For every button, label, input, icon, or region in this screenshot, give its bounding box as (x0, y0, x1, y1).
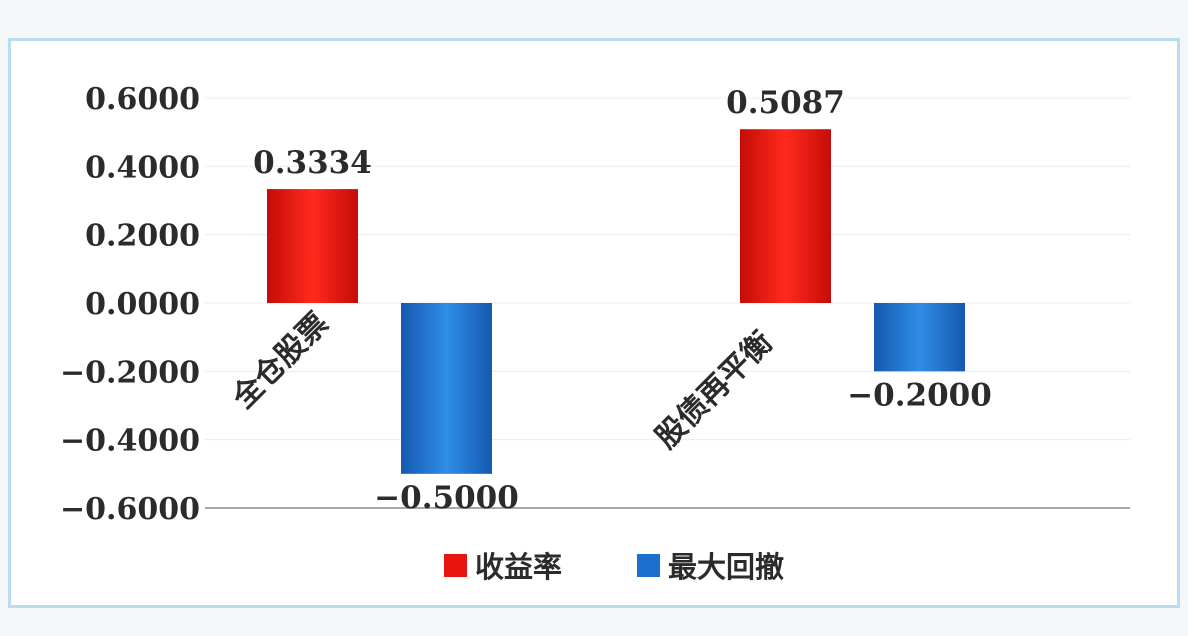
data-label: 0.5087 (726, 85, 845, 121)
y-tick-label: 0.6000 (85, 82, 200, 117)
category-label: 股债再平衡 (649, 325, 780, 456)
data-labels: 0.3334 0.5087 −0.5000 −0.2000 (253, 85, 992, 516)
legend-label: 最大回撤 (668, 550, 784, 584)
y-axis: 0.6000 0.4000 0.2000 0.0000 −0.2000 −0.4000 −0… (60, 82, 200, 527)
legend-label: 收益率 (475, 550, 562, 584)
y-tick-label: −0.6000 (60, 492, 200, 527)
category-labels: 全仓股票 股债再平衡 (225, 306, 780, 456)
y-tick-label: 0.4000 (85, 150, 200, 185)
chart-frame (8, 38, 1180, 608)
bar-return-0 (267, 189, 358, 303)
bars (267, 129, 965, 474)
y-tick-label: 0.2000 (85, 219, 200, 254)
legend: 收益率 最大回撤 (444, 550, 784, 584)
bar-drawdown-1 (874, 303, 965, 372)
bar-drawdown-0 (401, 303, 492, 474)
bar-return-1 (740, 129, 831, 303)
y-tick-label: −0.4000 (60, 424, 200, 459)
category-label: 全仓股票 (225, 306, 335, 416)
data-label: −0.2000 (847, 377, 992, 413)
y-tick-label: 0.0000 (85, 287, 200, 322)
data-label: −0.5000 (374, 480, 519, 516)
y-tick-label: −0.2000 (60, 355, 200, 390)
legend-swatch-drawdown (637, 554, 660, 577)
gridlines (205, 97, 1130, 509)
legend-swatch-return (444, 554, 467, 577)
data-label: 0.3334 (253, 145, 372, 181)
